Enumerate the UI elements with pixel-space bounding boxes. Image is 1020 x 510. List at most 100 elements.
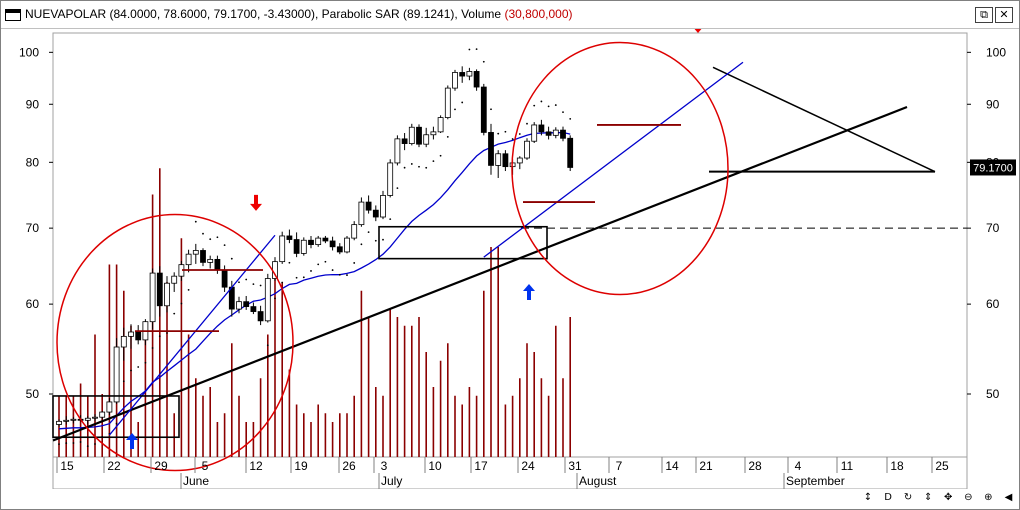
candle-body <box>480 86 487 133</box>
scroll-left-icon[interactable]: ◀ <box>1004 492 1013 503</box>
y-tick-label-right: 60 <box>986 297 1000 311</box>
candle-body <box>552 129 559 136</box>
x-day-label: 18 <box>890 459 904 473</box>
x-month-label: August <box>579 474 617 488</box>
sar-dot <box>65 442 68 444</box>
zoom-in-icon[interactable]: ⊕ <box>984 492 993 503</box>
x-day-label: 29 <box>154 459 168 473</box>
sar-dot <box>187 288 190 291</box>
restore-icon[interactable]: ⧉ <box>975 7 993 23</box>
x-month-label: September <box>786 474 845 488</box>
volume-value: (30,800,000) <box>504 7 573 21</box>
candle-body <box>516 157 523 164</box>
y-tick-label-right: 50 <box>986 387 1000 401</box>
x-day-label: 21 <box>699 459 713 473</box>
candle-body <box>192 250 199 255</box>
sar-dot <box>252 283 255 285</box>
sar-dot <box>216 236 219 239</box>
candle-body <box>315 237 322 246</box>
buy-signal-arrow-1 <box>126 432 138 449</box>
candle-body <box>264 278 271 322</box>
candle-body <box>524 140 530 159</box>
sar-dot <box>403 166 406 169</box>
candle-body <box>113 346 120 403</box>
sar-dot <box>396 187 399 190</box>
sar-dot <box>137 366 140 368</box>
indicator-label: Parabolic SAR (89.1241) <box>321 7 455 21</box>
candle-body <box>207 258 214 263</box>
sar-dot <box>274 297 276 300</box>
candle-body <box>164 282 170 307</box>
sar-dot <box>562 111 564 114</box>
sar-dot <box>547 105 550 108</box>
candle-body <box>358 201 365 226</box>
candle-body <box>466 71 473 77</box>
close-icon[interactable]: ✕ <box>995 7 1013 23</box>
sar-dot <box>454 108 456 111</box>
refresh-icon[interactable]: ↻ <box>903 492 913 503</box>
sar-dot <box>180 302 183 305</box>
x-day-label: 24 <box>521 459 535 473</box>
candle-body <box>416 126 422 145</box>
candle-body <box>185 253 192 266</box>
zoom-out-icon[interactable]: ⊖ <box>964 492 973 503</box>
sar-dot <box>194 220 197 223</box>
sar-dot <box>353 262 356 264</box>
x-day-label: 11 <box>841 459 854 473</box>
candle-body <box>452 72 458 89</box>
candle-body <box>488 132 494 166</box>
sar-dot <box>324 260 327 263</box>
sar-dot <box>497 132 500 135</box>
sar-dot <box>259 284 262 287</box>
plot-area <box>52 32 968 458</box>
y-tick-label-left: 60 <box>26 297 40 311</box>
candle-body <box>221 269 228 288</box>
candle-body <box>63 419 70 422</box>
last-price-box <box>970 159 1016 176</box>
sell-signal-arrow-1 <box>250 194 262 211</box>
price-chart: 5050606070708080909010010079.17001522295… <box>19 29 1016 489</box>
y-tick-label-left: 100 <box>19 45 39 59</box>
candle-body <box>84 417 91 421</box>
sar-dot <box>281 281 284 284</box>
sar-dot <box>302 276 305 279</box>
x-day-label: 3 <box>381 459 388 473</box>
x-day-label: 31 <box>568 459 582 473</box>
sell-signal-arrow-2 <box>694 29 702 33</box>
candle-body <box>401 138 408 144</box>
sar-dot <box>331 269 334 271</box>
ohlc-values: (84.0000, 78.6000, 79.1700, -3.43000) <box>109 7 315 21</box>
candle-body <box>336 246 343 253</box>
candle-body <box>567 137 574 168</box>
highlight-circle-2 <box>511 41 729 296</box>
candle-body <box>56 420 62 425</box>
sar-dot <box>482 60 485 63</box>
candle-body <box>459 72 466 77</box>
scroll-mode-icon[interactable]: ↕ <box>863 492 873 503</box>
x-day-label: 4 <box>795 459 802 473</box>
x-day-label: 26 <box>342 459 356 473</box>
candle-body <box>444 87 451 118</box>
sar-dot <box>360 243 363 246</box>
x-day-label: 28 <box>748 459 762 473</box>
candle-body <box>106 401 113 413</box>
moving-average-line <box>58 131 571 430</box>
buy-signal-arrow-2 <box>523 284 535 301</box>
chart-title: NUEVAPOLAR (84.0000, 78.6000, 79.1700, -… <box>25 7 573 21</box>
zoom-in-vertical-icon[interactable]: ⇕ <box>923 492 933 503</box>
sar-dot <box>166 332 168 334</box>
candle-body <box>531 124 538 142</box>
candle-body <box>135 331 142 341</box>
consolidation-box-1 <box>52 395 180 439</box>
date-icon[interactable]: D <box>884 492 892 503</box>
candle-body <box>351 224 358 239</box>
candle-body <box>99 411 106 418</box>
main-uptrend-line <box>52 105 908 442</box>
candle-body <box>120 335 127 348</box>
y-tick-label-left: 80 <box>26 155 40 169</box>
sar-dot <box>540 100 543 103</box>
candle-body <box>200 250 206 263</box>
chart-window-icon <box>5 9 21 21</box>
sar-dot <box>346 274 348 276</box>
crosshair-icon[interactable]: ✥ <box>944 492 953 503</box>
